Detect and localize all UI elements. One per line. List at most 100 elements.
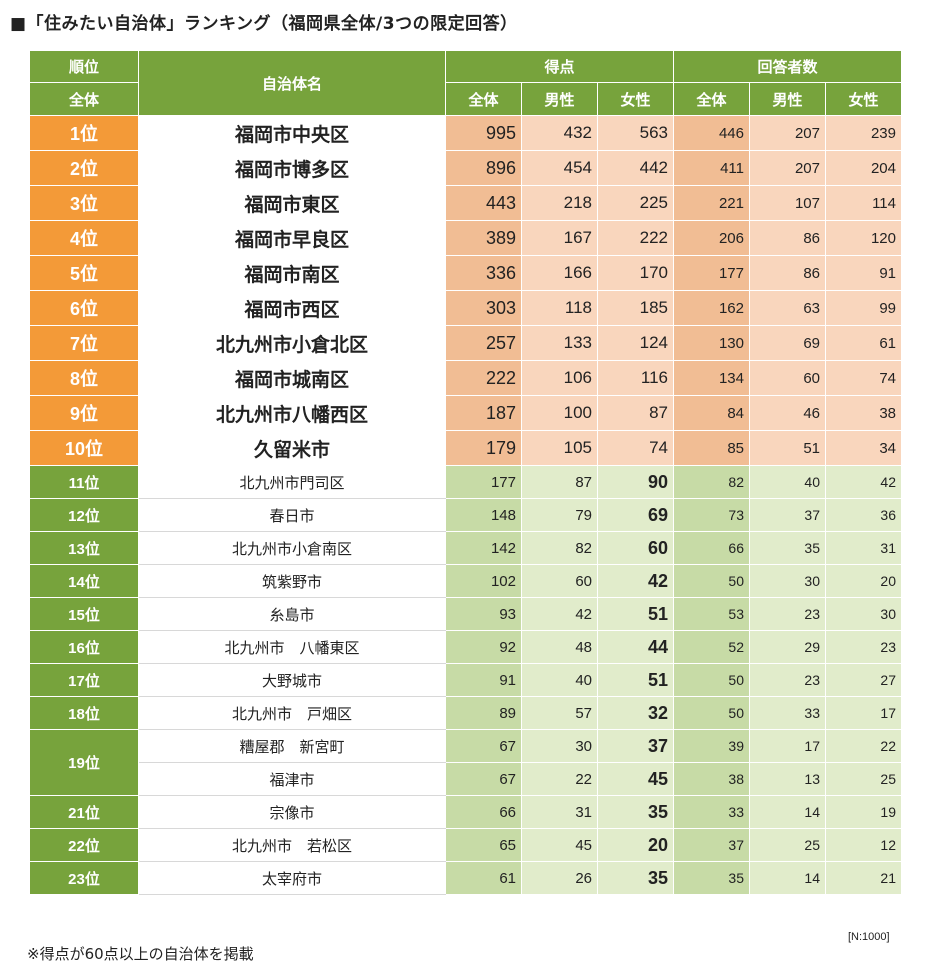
respondents-female: 204 [825, 150, 902, 186]
respondents-female: 34 [825, 430, 902, 466]
score-female: 60 [597, 531, 674, 565]
respondents-male: 46 [749, 395, 826, 431]
respondents-male: 23 [749, 663, 826, 697]
respondents-male: 207 [749, 115, 826, 151]
respondents-female: 25 [825, 762, 902, 796]
municipality-name: 北九州市八幡西区 [138, 395, 446, 431]
municipality-name: 福岡市西区 [138, 290, 446, 326]
table-row: 7位 北九州市小倉北区 257 133 124 130 69 61 [29, 325, 902, 361]
rank-cell: 5位 [29, 255, 139, 291]
score-female: 74 [597, 430, 674, 466]
score-female: 44 [597, 630, 674, 664]
respondents-total: 84 [673, 395, 750, 431]
respondents-male: 14 [749, 795, 826, 829]
respondents-total: 52 [673, 630, 750, 664]
municipality-name: 北九州市 若松区 [138, 828, 446, 862]
table-row: 3位 福岡市東区 443 218 225 221 107 114 [29, 185, 902, 221]
rank-cell: 18位 [29, 696, 139, 730]
municipality-name: 糟屋郡 新宮町 [138, 729, 446, 763]
table-row: 6位 福岡市西区 303 118 185 162 63 99 [29, 290, 902, 326]
respondents-total: 73 [673, 498, 750, 532]
rank-cell: 16位 [29, 630, 139, 664]
score-male: 218 [521, 185, 598, 221]
table-row: 1位 福岡市中央区 995 432 563 446 207 239 [29, 115, 902, 151]
score-male: 454 [521, 150, 598, 186]
score-male: 133 [521, 325, 598, 361]
table-row: 11位 北九州市門司区 177 87 90 82 40 42 [29, 465, 902, 499]
respondents-total: 53 [673, 597, 750, 631]
score-male: 26 [521, 861, 598, 895]
rank-cell: 13位 [29, 531, 139, 565]
rank-cell: 17位 [29, 663, 139, 697]
table-row: 12位 春日市 148 79 69 73 37 36 [29, 498, 902, 532]
header-score: 得点 [445, 50, 674, 83]
rank-cell: 1位 [29, 115, 139, 151]
rank-cell: 15位 [29, 597, 139, 631]
municipality-name: 筑紫野市 [138, 564, 446, 598]
respondents-male: 33 [749, 696, 826, 730]
score-female: 42 [597, 564, 674, 598]
score-female: 124 [597, 325, 674, 361]
respondents-total: 130 [673, 325, 750, 361]
score-female: 225 [597, 185, 674, 221]
score-male: 42 [521, 597, 598, 631]
sample-size: [N:1000] [848, 931, 890, 943]
rank-cell: 11位 [29, 465, 139, 499]
respondents-total: 82 [673, 465, 750, 499]
score-total: 257 [445, 325, 522, 361]
score-male: 106 [521, 360, 598, 396]
rank-cell: 2位 [29, 150, 139, 186]
score-total: 102 [445, 564, 522, 598]
rank-cell: 21位 [29, 795, 139, 829]
respondents-male: 107 [749, 185, 826, 221]
respondents-male: 14 [749, 861, 826, 895]
respondents-female: 17 [825, 696, 902, 730]
score-male: 45 [521, 828, 598, 862]
rank-cell: 7位 [29, 325, 139, 361]
respondents-total: 33 [673, 795, 750, 829]
respondents-male: 86 [749, 220, 826, 256]
score-female: 51 [597, 663, 674, 697]
score-male: 60 [521, 564, 598, 598]
respondents-female: 114 [825, 185, 902, 221]
respondents-female: 120 [825, 220, 902, 256]
municipality-name: 北九州市小倉北区 [138, 325, 446, 361]
score-total: 66 [445, 795, 522, 829]
score-female: 116 [597, 360, 674, 396]
rank-cell: 12位 [29, 498, 139, 532]
rank-cell: 14位 [29, 564, 139, 598]
municipality-name: 福岡市博多区 [138, 150, 446, 186]
table-row: 18位 北九州市 戸畑区 89 57 32 50 33 17 [29, 696, 902, 730]
respondents-male: 60 [749, 360, 826, 396]
respondents-female: 20 [825, 564, 902, 598]
respondents-total: 50 [673, 564, 750, 598]
municipality-name: 太宰府市 [138, 861, 446, 895]
rank-cell: 10位 [29, 430, 139, 466]
respondents-female: 19 [825, 795, 902, 829]
municipality-name: 北九州市門司区 [138, 465, 446, 499]
respondents-total: 35 [673, 861, 750, 895]
respondents-total: 134 [673, 360, 750, 396]
respondents-female: 99 [825, 290, 902, 326]
table-row: 4位 福岡市早良区 389 167 222 206 86 120 [29, 220, 902, 256]
header-resp-total: 全体 [673, 82, 750, 116]
score-total: 222 [445, 360, 522, 396]
score-total: 336 [445, 255, 522, 291]
header-score-female: 女性 [597, 82, 674, 116]
respondents-female: 30 [825, 597, 902, 631]
respondents-total: 446 [673, 115, 750, 151]
score-total: 443 [445, 185, 522, 221]
score-total: 142 [445, 531, 522, 565]
score-male: 40 [521, 663, 598, 697]
municipality-name: 北九州市小倉南区 [138, 531, 446, 565]
table-row: 19位 糟屋郡 新宮町 67 30 37 39 17 22 [29, 729, 902, 796]
page-title: ■「住みたい自治体」ランキング（福岡県全体/3つの限定回答） [10, 14, 518, 34]
table-row: 13位 北九州市小倉南区 142 82 60 66 35 31 [29, 531, 902, 565]
score-female: 87 [597, 395, 674, 431]
respondents-total: 221 [673, 185, 750, 221]
score-total: 187 [445, 395, 522, 431]
header-rank: 順位 [29, 50, 139, 83]
respondents-female: 27 [825, 663, 902, 697]
respondents-male: 25 [749, 828, 826, 862]
table-row: 福津市 67 22 45 38 13 25 [30, 762, 902, 796]
